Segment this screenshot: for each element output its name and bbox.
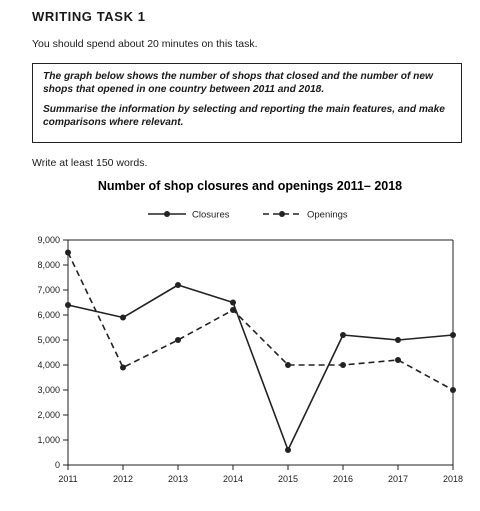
intro-text: You should spend about 20 minutes on thi… [32,38,258,50]
y-tick-label: 5,000 [37,335,60,345]
series-line-closures [67,284,454,451]
data-point-openings [120,364,126,371]
legend-label-openings: Openings [307,210,348,221]
legend-marker-openings [279,211,285,217]
x-tick-label: 2011 [58,474,77,484]
y-tick-label: 3,000 [37,385,60,395]
x-tick-label: 2013 [168,474,188,484]
y-tick-label: 1,000 [37,435,60,445]
x-tick-label: 2017 [388,474,408,484]
chart-legend: Closures Openings [148,210,348,221]
x-tick-label: 2012 [113,474,133,484]
data-point-closures [395,337,401,343]
data-point-openings [230,307,236,313]
data-point-openings [65,249,71,256]
data-point-openings [285,362,291,368]
y-tick-label: 4,000 [37,360,60,370]
task-instructions-box: The graph below shows the number of shop… [32,63,462,143]
series-line-openings [67,252,454,391]
data-point-closures [285,447,291,453]
x-tick-label: 2018 [443,474,463,484]
data-point-closures [175,282,181,288]
data-point-closures [230,299,236,306]
data-point-openings [395,357,401,363]
line-chart: Number of shop closures and openings 201… [37,179,463,484]
data-point-openings [340,362,346,368]
data-point-openings [175,337,181,343]
x-tick-label: 2016 [333,474,353,484]
x-tick-label: 2015 [278,474,298,484]
task-instruction: Summarise the information by selecting a… [43,103,445,129]
y-tick-label: 7,000 [37,285,60,295]
y-tick-label: 0 [55,460,60,470]
data-point-closures [120,314,126,321]
task-description: The graph below shows the number of shop… [43,71,433,96]
task-heading: WRITING TASK 1 [32,9,146,24]
data-point-closures [450,332,456,338]
y-tick-label: 2,000 [37,410,60,420]
word-count-note: Write at least 150 words. [32,157,148,169]
x-tick-label: 2014 [223,474,243,484]
data-point-closures [65,302,71,308]
legend-label-closures: Closures [192,210,230,221]
y-tick-label: 8,000 [37,260,60,270]
data-point-closures [340,332,346,338]
y-tick-label: 9,000 [37,235,60,245]
chart-axes: 0 1,000 2,000 3,000 4,000 5,000 6,000 7,000 8,00… [37,235,463,484]
legend-marker-closures [164,211,170,217]
y-tick-label: 6,000 [37,310,60,320]
chart-plot-area [65,249,456,453]
chart-title: Number of shop closures and openings 201… [98,179,402,193]
data-point-openings [450,387,456,393]
